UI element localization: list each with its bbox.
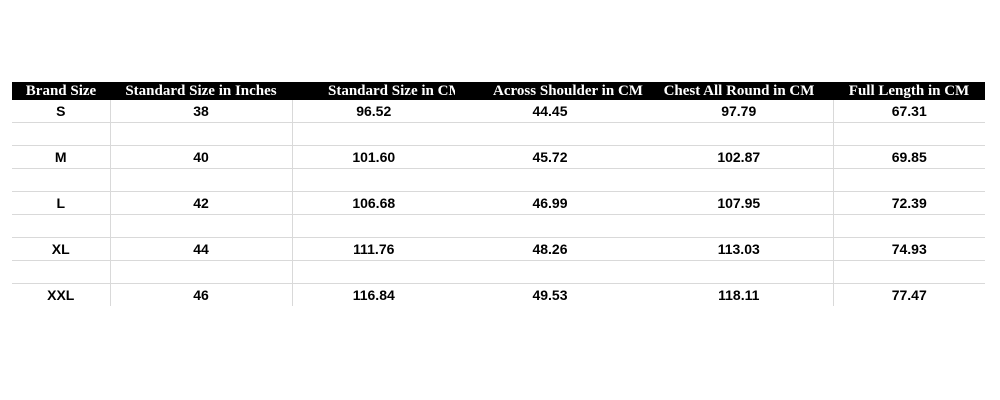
cell-full-length: 67.31 xyxy=(833,100,985,123)
cell-across-shoulder: 45.72 xyxy=(455,145,645,169)
spacer-cell xyxy=(12,168,111,192)
spacer-cell xyxy=(12,260,111,284)
header-row: Brand Size Standard Size in Inches Stand… xyxy=(12,82,985,100)
cell-across-shoulder: 48.26 xyxy=(455,237,645,261)
table-row-xl: XL 44 111.76 48.26 113.03 74.93 xyxy=(12,237,985,261)
cell-brand-size: S xyxy=(12,100,111,123)
spacer-cell xyxy=(645,260,834,284)
spacer-cell xyxy=(455,122,645,146)
spacer-cell xyxy=(455,168,645,192)
spacer-cell xyxy=(110,214,293,238)
cell-full-length: 77.47 xyxy=(891,287,927,303)
spacer-cell xyxy=(110,122,293,146)
spacer-row xyxy=(12,168,985,192)
spacer-cell xyxy=(833,168,985,192)
spacer-cell xyxy=(292,122,455,146)
size-chart-table: Brand Size Standard Size in Inches Stand… xyxy=(12,82,985,306)
cell-standard-cm: 101.60 xyxy=(292,145,455,169)
cell-chest-all-round: 97.79 xyxy=(645,100,834,123)
cell-standard-inches: 38 xyxy=(110,100,293,123)
spacer-cell xyxy=(833,122,985,146)
cell-full-length: 74.93 xyxy=(833,237,985,261)
cell-standard-inches: 44 xyxy=(110,237,293,261)
spacer-cell xyxy=(455,214,645,238)
cell-brand-size: XXL xyxy=(12,283,111,306)
header-cell-full-length: Full Length in CM xyxy=(833,82,985,100)
cell-chest-all-round: 113.03 xyxy=(645,237,834,261)
cell-chest-all-round: 102.87 xyxy=(645,145,834,169)
header-cell-standard-inches: Standard Size in Inches xyxy=(110,82,292,100)
spacer-cell xyxy=(110,168,293,192)
cell-full-length: 72.39 xyxy=(833,191,985,215)
cell-standard-inches: 40 xyxy=(110,145,293,169)
spacer-cell xyxy=(455,260,645,284)
cell-standard-cm: 111.76 xyxy=(292,237,455,261)
cell-standard-inches: 42 xyxy=(110,191,293,215)
spacer-cell xyxy=(645,122,834,146)
spacer-cell xyxy=(12,214,111,238)
cell-chest-all-round: 107.95 xyxy=(645,191,834,215)
spacer-row xyxy=(12,214,985,238)
header-cell-chest-all-round: Chest All Round in CM xyxy=(645,82,833,100)
cell-brand-size: L xyxy=(12,191,111,215)
spacer-cell xyxy=(645,214,834,238)
cell-across-shoulder: 44.45 xyxy=(455,100,645,123)
spacer-cell xyxy=(12,122,111,146)
spacer-cell xyxy=(645,168,834,192)
cell-standard-cm: 96.52 xyxy=(292,100,455,123)
cell-brand-size: M xyxy=(12,145,111,169)
spacer-cell xyxy=(833,214,985,238)
table-row-s: S 38 96.52 44.45 97.79 67.31 xyxy=(12,100,985,123)
header-cell-standard-cm: Standard Size in CM xyxy=(292,82,455,100)
header-cell-brand-size: Brand Size xyxy=(12,82,110,100)
table-row-m: M 40 101.60 45.72 102.87 69.85 xyxy=(12,145,985,169)
cell-full-length: 69.85 xyxy=(833,145,985,169)
cell-across-shoulder: 49.53 xyxy=(532,287,568,303)
cell-across-shoulder: 46.99 xyxy=(455,191,645,215)
cell-standard-cm: 106.68 xyxy=(292,191,455,215)
spacer-cell xyxy=(110,260,293,284)
table-row-xxl: XXL 46 116.84 49.53 118.11 77.47 xyxy=(12,283,985,306)
cell-standard-inches: 46 xyxy=(110,283,293,306)
spacer-row xyxy=(12,122,985,146)
table-row-l: L 42 106.68 46.99 107.95 72.39 xyxy=(12,191,985,215)
cell-brand-size: XL xyxy=(12,237,111,261)
header-cell-across-shoulder: Across Shoulder in CM xyxy=(455,82,645,100)
spacer-cell xyxy=(833,260,985,284)
cell-standard-cm: 116.84 xyxy=(352,287,395,303)
spacer-row xyxy=(12,260,985,284)
spacer-cell xyxy=(292,260,455,284)
spacer-cell xyxy=(292,168,455,192)
cell-chest-all-round: 118.11 xyxy=(645,283,834,306)
spacer-cell xyxy=(292,214,455,238)
